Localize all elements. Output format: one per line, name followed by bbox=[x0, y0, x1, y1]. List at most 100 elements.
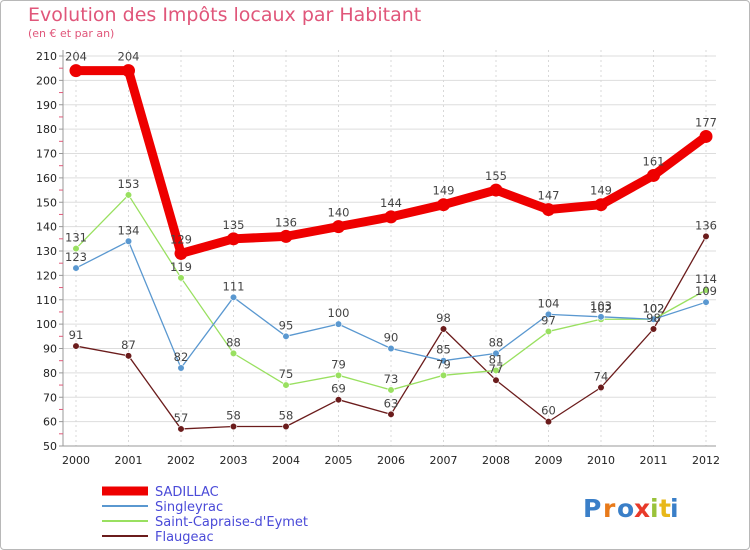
data-point bbox=[702, 286, 710, 294]
x-tick-label: 2007 bbox=[430, 454, 458, 467]
data-label: 153 bbox=[118, 177, 140, 191]
data-label: 87 bbox=[121, 338, 136, 352]
data-point bbox=[542, 203, 555, 217]
data-point bbox=[334, 396, 343, 404]
data-point bbox=[387, 386, 395, 394]
logo-letter: x bbox=[634, 494, 650, 523]
data-point bbox=[177, 274, 185, 282]
data-label: 88 bbox=[489, 335, 504, 349]
y-tick-label: 170 bbox=[36, 148, 57, 161]
data-point bbox=[332, 220, 345, 234]
data-point bbox=[702, 232, 710, 240]
data-point bbox=[72, 244, 80, 253]
legend-label: Saint-Capraise-d'Eymet bbox=[155, 515, 308, 530]
y-tick-label: 110 bbox=[36, 294, 57, 307]
data-label: 82 bbox=[174, 350, 189, 364]
data-point bbox=[282, 381, 290, 389]
data-label: 204 bbox=[118, 50, 140, 64]
x-tick-label: 2005 bbox=[325, 454, 353, 467]
data-label: 95 bbox=[279, 318, 294, 332]
data-point bbox=[649, 315, 658, 323]
data-point bbox=[544, 418, 553, 426]
data-label: 85 bbox=[436, 343, 451, 357]
data-point bbox=[439, 371, 448, 379]
data-label: 123 bbox=[65, 250, 87, 264]
logo-letter: i bbox=[650, 494, 659, 523]
data-point bbox=[279, 229, 293, 243]
data-label: 147 bbox=[538, 189, 560, 203]
data-point bbox=[72, 264, 80, 272]
x-tick-label: 2011 bbox=[640, 454, 668, 467]
x-tick-label: 2003 bbox=[220, 454, 248, 467]
data-point bbox=[122, 64, 135, 78]
data-point bbox=[174, 246, 188, 260]
data-label: 135 bbox=[223, 218, 245, 232]
data-label: 102 bbox=[643, 301, 665, 315]
data-label: 129 bbox=[170, 232, 192, 246]
data-point bbox=[597, 383, 605, 392]
x-tick-label: 2002 bbox=[167, 454, 195, 467]
logo-letter: t bbox=[659, 494, 671, 523]
data-label: 63 bbox=[384, 396, 399, 410]
data-point bbox=[334, 320, 343, 328]
x-tick-label: 2004 bbox=[272, 454, 300, 467]
data-point bbox=[699, 129, 713, 143]
data-point bbox=[492, 376, 500, 384]
chart-subtitle: (en € et par an) bbox=[28, 27, 115, 40]
y-tick-label: 150 bbox=[36, 196, 57, 209]
legend-label: Flaugeac bbox=[155, 530, 214, 545]
data-label: 136 bbox=[695, 218, 717, 232]
data-label: 102 bbox=[643, 301, 665, 315]
data-point bbox=[72, 342, 80, 350]
data-label: 149 bbox=[590, 184, 612, 198]
y-tick-label: 70 bbox=[43, 391, 57, 404]
legend-label: Singleyrac bbox=[155, 500, 223, 515]
x-tick-label: 2000 bbox=[62, 454, 90, 467]
data-label: 75 bbox=[279, 367, 294, 381]
data-point bbox=[282, 422, 290, 431]
data-point bbox=[594, 198, 608, 212]
data-point bbox=[177, 425, 185, 433]
y-tick-label: 60 bbox=[43, 416, 57, 429]
data-point bbox=[69, 64, 83, 78]
data-point bbox=[282, 332, 290, 340]
data-label: 77 bbox=[489, 362, 504, 376]
data-label: 98 bbox=[646, 311, 661, 325]
data-label: 74 bbox=[594, 370, 609, 384]
legend-label: SADILLAC bbox=[155, 485, 219, 500]
data-label: 97 bbox=[541, 313, 556, 327]
y-tick-label: 50 bbox=[43, 440, 57, 453]
data-label: 131 bbox=[65, 231, 87, 245]
data-label: 58 bbox=[226, 409, 241, 423]
data-point bbox=[647, 168, 660, 182]
data-point bbox=[387, 410, 395, 418]
y-tick-label: 90 bbox=[43, 343, 57, 356]
logo-letter: P bbox=[583, 494, 601, 523]
data-label: 161 bbox=[643, 154, 665, 168]
logo-letter: o bbox=[617, 494, 634, 523]
data-label: 177 bbox=[695, 115, 717, 129]
data-point bbox=[229, 349, 238, 357]
data-point bbox=[387, 344, 395, 353]
data-point bbox=[437, 198, 450, 212]
chart-title: Evolution des Impôts locaux par Habitant bbox=[28, 4, 422, 26]
logo-letter: r bbox=[603, 494, 616, 523]
data-label: 149 bbox=[433, 184, 455, 198]
data-label: 136 bbox=[275, 215, 297, 229]
data-point bbox=[124, 237, 133, 245]
y-tick-label: 160 bbox=[36, 172, 57, 185]
data-label: 140 bbox=[328, 206, 350, 220]
data-point bbox=[384, 210, 398, 224]
data-label: 100 bbox=[328, 306, 350, 320]
data-label: 134 bbox=[118, 223, 140, 237]
x-tick-label: 2006 bbox=[377, 454, 405, 467]
y-tick-label: 200 bbox=[36, 74, 57, 87]
y-tick-label: 140 bbox=[36, 221, 57, 234]
data-label: 60 bbox=[541, 404, 556, 418]
y-tick-label: 210 bbox=[36, 50, 57, 63]
data-point bbox=[334, 371, 343, 379]
y-tick-label: 190 bbox=[36, 99, 57, 112]
x-tick-label: 2010 bbox=[587, 454, 615, 467]
data-label: 103 bbox=[590, 299, 612, 313]
